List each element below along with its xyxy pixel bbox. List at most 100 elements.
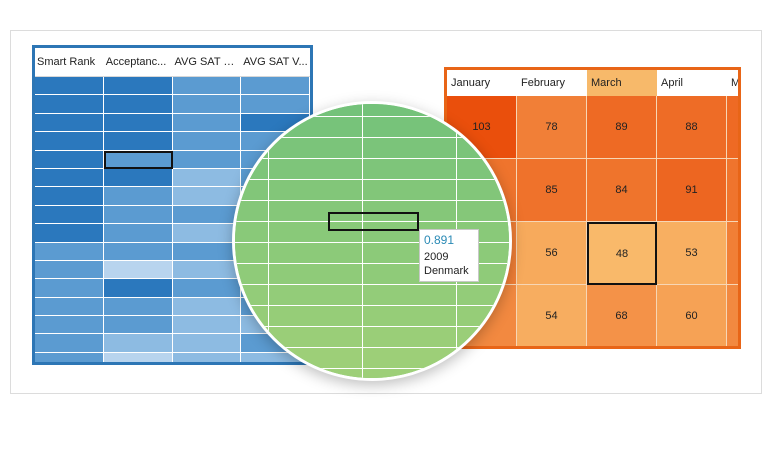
magnified-cell [269,222,363,243]
magnified-cell [269,180,363,201]
blue-grid-cell[interactable] [35,113,104,133]
month-header-april[interactable]: April [661,77,684,89]
tooltip-country: Denmark [424,265,469,277]
blue-grid-cell[interactable] [103,95,173,114]
blue-grid-cell[interactable] [35,95,104,114]
heatmap-cell[interactable]: 78 [517,96,587,159]
magnified-cell [457,327,509,348]
magnified-cell [235,243,269,264]
blue-grid-cell[interactable] [103,168,173,188]
blue-grid-cell[interactable] [35,168,104,188]
blue-grid-cell[interactable] [172,224,242,243]
magnified-cell [235,159,269,180]
heatmap-cell[interactable]: 84 [587,159,657,222]
heatmap-cell[interactable] [727,159,738,222]
month-header-march[interactable]: March [587,70,657,96]
magnified-cell [235,222,269,243]
blue-grid-cell[interactable] [35,224,104,243]
blue-grid-cell[interactable] [172,77,242,96]
blue-grid-cell[interactable] [172,279,242,298]
heatmap-cell[interactable]: 88 [657,96,727,159]
blue-grid-cell[interactable] [35,297,104,317]
column-header-smart-rank[interactable]: Smart Rank [37,56,96,68]
blue-grid-cell[interactable] [35,316,104,335]
magnified-cell [269,348,363,369]
heatmap-cell[interactable]: 60 [657,285,727,346]
blue-grid-cell[interactable] [103,279,173,298]
blue-grid-cell[interactable] [35,150,104,169]
magnified-cell [269,138,363,159]
heatmap-cell[interactable]: 91 [657,159,727,222]
magnified-cell [457,180,509,201]
heatmap-selected-cell[interactable]: 48 [587,222,657,285]
blue-grid-cell[interactable] [172,150,242,169]
blue-grid-cell[interactable] [103,187,173,206]
blue-grid-cell[interactable] [35,205,104,225]
tooltip-year: 2009 [424,251,449,263]
blue-selected-cell[interactable] [103,150,173,169]
month-header-february[interactable]: February [521,77,566,89]
heatmap-cell[interactable]: 89 [587,96,657,159]
heatmap-cell[interactable]: 68 [587,285,657,346]
blue-grid-cell[interactable] [172,334,242,353]
blue-grid-cell[interactable] [172,95,242,114]
blue-grid-cell[interactable] [35,132,104,151]
magnified-cell [235,369,269,378]
magnified-cell [235,348,269,369]
month-header-m[interactable]: M [731,77,741,89]
magnified-cell [269,369,363,378]
blue-grid-cell[interactable] [35,352,104,362]
blue-grid-cell[interactable] [172,187,242,206]
blue-grid-cell[interactable] [35,187,104,206]
column-header-avg-sat-verbal[interactable]: AVG SAT V... [243,56,308,68]
heatmap-cell[interactable]: 85 [517,159,587,222]
blue-grid-cell[interactable] [103,205,173,225]
blue-grid-cell[interactable] [103,316,173,335]
heatmap-cell[interactable]: 56 [517,222,587,285]
blue-grid-cell[interactable] [172,205,242,225]
blue-grid-cell[interactable] [103,77,173,96]
blue-grid-cell[interactable] [172,316,242,335]
blue-grid-cell[interactable] [35,279,104,298]
blue-grid-cell[interactable] [241,77,310,96]
heatmap-cell[interactable] [727,222,738,285]
heatmap-cell[interactable]: 54 [517,285,587,346]
blue-grid-cell[interactable] [103,334,173,353]
magnified-cell [235,285,269,306]
blue-grid-cell[interactable] [35,77,104,96]
blue-grid-cell[interactable] [103,352,173,362]
magnified-green-grid [235,104,509,378]
magnified-cell [457,306,509,327]
heatmap-cell[interactable]: 53 [657,222,727,285]
blue-grid-cell[interactable] [172,132,242,151]
magnified-cell [363,327,457,348]
blue-grid-cell[interactable] [103,260,173,280]
blue-grid-cell[interactable] [35,334,104,353]
magnified-cell [269,159,363,180]
blue-grid-cell[interactable] [103,224,173,243]
blue-grid-cell[interactable] [103,242,173,261]
blue-grid-cell[interactable] [103,113,173,133]
column-header-acceptance[interactable]: Acceptanc... [105,56,167,68]
magnified-selected-cell[interactable] [328,212,419,231]
blue-grid-cell[interactable] [172,260,242,280]
magnified-cell [363,138,457,159]
blue-grid-row [35,205,310,225]
heatmap-cell[interactable] [727,96,738,159]
blue-grid-cell[interactable] [172,168,242,188]
blue-grid-cell[interactable] [35,242,104,261]
blue-grid-cell[interactable] [103,132,173,151]
magnified-row [235,285,509,306]
blue-grid-cell[interactable] [172,242,242,261]
heatmap-cell[interactable] [727,285,738,346]
column-header-avg-sat-math[interactable]: AVG SAT M... [174,56,242,68]
blue-grid-cell[interactable] [172,297,242,317]
magnified-row [235,104,509,117]
month-header-january[interactable]: January [451,77,491,89]
magnified-row [235,117,509,138]
blue-grid-cell[interactable] [172,352,242,362]
blue-grid-cell[interactable] [172,113,242,133]
blue-grid-cell[interactable] [35,260,104,280]
blue-grid-cell[interactable] [103,297,173,317]
magnified-cell [457,201,509,222]
